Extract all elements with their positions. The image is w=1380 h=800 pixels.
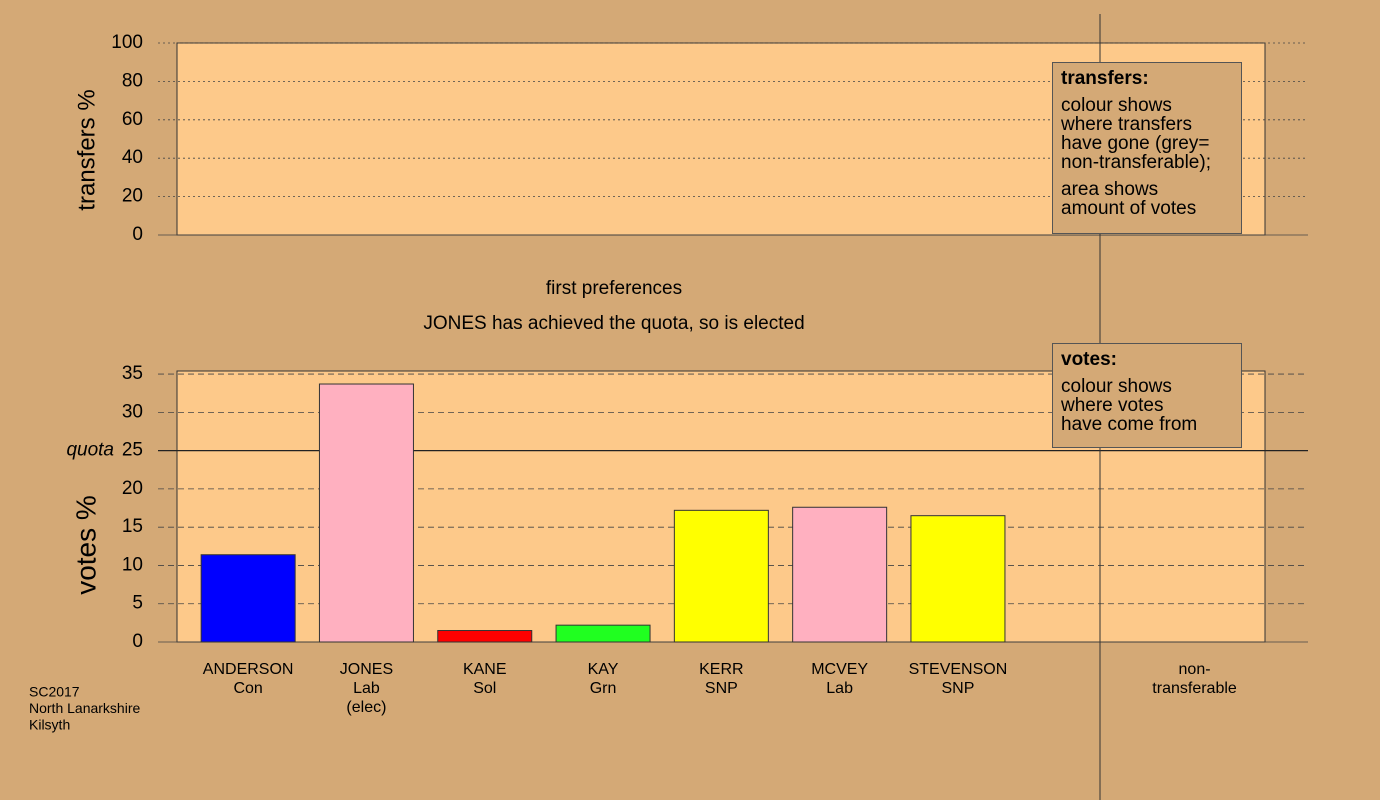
legend-paragraph: colour shows where transfers have gone (gr… (1061, 96, 1233, 172)
x-tick-label: MCVEY Lab (781, 660, 899, 698)
y-tick-label: 35 (122, 363, 143, 384)
bar (792, 506, 888, 643)
legend-paragraph: colour shows where votes have come from (1061, 377, 1233, 434)
party: Con (233, 680, 263, 697)
candidate-name: ANDERSON (202, 661, 294, 678)
x-tick-label: KAY Grn (544, 660, 662, 698)
footer-line: SC2017 (29, 684, 80, 700)
candidate-name: MCVEY (811, 661, 869, 678)
status: JONES has achieved the quota, so is elec… (423, 313, 804, 334)
bar (910, 515, 1006, 643)
legend-line: have come from (1061, 414, 1198, 435)
x-tick-label: ANDERSON Con (189, 660, 307, 698)
y-tick-label: 100 (111, 32, 143, 53)
y-axis-label: transfers % (73, 89, 100, 210)
candidate-name: KAY (587, 661, 619, 678)
party: Lab (826, 680, 853, 697)
candidate-name: KERR (699, 661, 744, 678)
party: Grn (589, 680, 617, 697)
footer-line: North Lanarkshire (29, 700, 140, 716)
x-tick-label: JONES Lab (elec) (307, 660, 425, 717)
note: (elec) (346, 699, 387, 716)
legend-line: where transfers (1061, 114, 1192, 135)
y-tick-label: 0 (132, 631, 143, 652)
bar (318, 383, 414, 643)
x-tick-label: KANE Sol (426, 660, 544, 698)
bar (673, 509, 769, 643)
y-tick-label: 30 (122, 401, 143, 422)
legend-line: colour shows (1061, 95, 1172, 116)
legend-title: votes: (1061, 349, 1117, 370)
legend-line: have gone (grey= (1061, 133, 1210, 154)
bar (437, 630, 533, 643)
legend-paragraph: area shows amount of votes (1061, 180, 1233, 218)
party: Sol (473, 680, 497, 697)
legend-line: where votes (1061, 395, 1164, 416)
legend-line: area shows (1061, 179, 1159, 200)
legend: transfers: colour shows where transfers hav… (1052, 62, 1242, 234)
x-tick-label: non-transferable (1152, 661, 1237, 697)
y-tick-label: 20 (122, 478, 143, 499)
y-tick-label: 40 (122, 147, 143, 168)
candidate-name: JONES (339, 661, 394, 678)
candidate-name: KANE (462, 661, 507, 678)
legend-line: amount of votes (1061, 198, 1197, 219)
candidate-name: STEVENSON (908, 661, 1008, 678)
bar (555, 624, 651, 643)
legend-title: transfers: (1061, 68, 1149, 89)
y-tick-label: 0 (132, 224, 143, 245)
party: SNP (941, 680, 975, 697)
y-tick-label: 60 (122, 109, 143, 130)
y-axis-label: votes % (70, 495, 101, 595)
party: Lab (353, 680, 380, 697)
footer-line: Kilsyth (29, 717, 70, 733)
legend-line: non-transferable); (1061, 152, 1211, 173)
y-tick-label: 15 (122, 516, 143, 537)
bar (200, 554, 296, 643)
y-tick-label: 80 (122, 70, 143, 91)
x-tick-label: STEVENSON SNP (899, 660, 1017, 698)
quota-label: quota (66, 440, 114, 461)
legend-line: colour shows (1061, 376, 1172, 397)
y-tick-label: 25 (122, 440, 143, 461)
y-tick-label: 10 (122, 554, 143, 575)
x-tick-label: KERR SNP (662, 660, 780, 698)
legend: votes: colour shows where votes have come f… (1052, 343, 1242, 448)
y-tick-label: 5 (132, 593, 143, 614)
party: SNP (704, 680, 738, 697)
y-tick-label: 20 (122, 186, 143, 207)
subtitle: first preferences (546, 278, 682, 299)
